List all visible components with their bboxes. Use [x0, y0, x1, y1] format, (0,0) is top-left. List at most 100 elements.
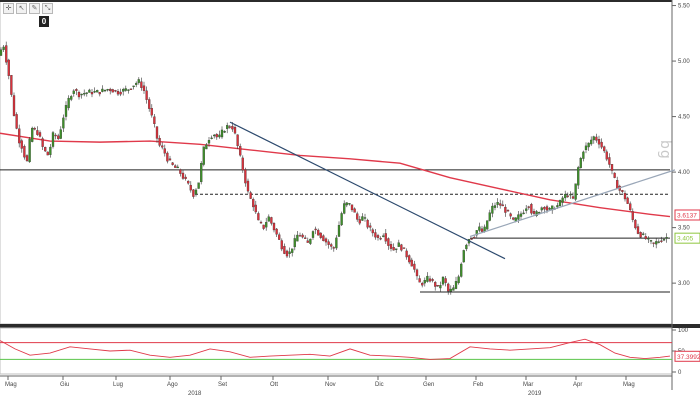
candle-body	[657, 241, 660, 243]
zoom-icon[interactable]: ⤡	[42, 3, 53, 14]
candle-body	[613, 172, 616, 178]
candle-body	[509, 213, 512, 217]
candle-body	[18, 128, 21, 144]
candle-body	[119, 91, 122, 95]
candle-body	[324, 238, 328, 243]
candle-body	[350, 204, 354, 211]
candle-body	[171, 162, 174, 165]
crosshair-icon[interactable]: ✛	[3, 3, 14, 14]
candle-body	[179, 169, 182, 174]
candle-body	[301, 234, 304, 238]
candle-body	[337, 225, 341, 237]
candle-body	[114, 90, 117, 92]
candle-body	[314, 228, 317, 231]
indicator-badge[interactable]: 0	[39, 16, 49, 27]
candle-body	[319, 232, 322, 238]
candle-body	[106, 89, 109, 91]
candle-body	[488, 212, 491, 221]
candle-body	[327, 241, 330, 245]
candle-body	[457, 276, 460, 284]
candle-body	[254, 204, 257, 213]
candle-body	[46, 151, 49, 156]
candle-body	[587, 142, 590, 148]
candle-body	[189, 184, 192, 191]
candle-body	[545, 206, 549, 211]
candle-body	[512, 217, 515, 220]
candle-body	[194, 189, 198, 195]
candle-body	[491, 205, 494, 214]
candle-body	[49, 146, 52, 155]
candle-body	[249, 192, 252, 199]
candle-body	[80, 93, 83, 96]
candle-body	[444, 278, 447, 283]
candle-body	[561, 197, 564, 203]
candle-body	[353, 208, 356, 213]
candle-body	[556, 205, 559, 208]
candle-body	[639, 232, 642, 238]
candle-body	[262, 224, 265, 229]
candle-body	[122, 89, 125, 92]
candle-body	[265, 222, 268, 228]
candle-body	[519, 213, 523, 217]
candle-body	[595, 136, 598, 141]
ma-value-label-box	[674, 209, 700, 221]
candle-body	[176, 166, 179, 169]
x-tick-label: Mag	[5, 382, 17, 388]
candle-body	[291, 248, 294, 253]
candle-body	[501, 204, 504, 207]
candle-body	[569, 193, 572, 196]
x-tick-label: Lug	[113, 382, 123, 388]
candle-body	[389, 244, 393, 249]
x-tick-label: Mar	[523, 382, 533, 388]
candle-body	[660, 240, 663, 242]
candle-body	[127, 89, 130, 91]
candle-body	[454, 281, 458, 289]
candle-body	[395, 248, 398, 250]
candle-body	[197, 182, 200, 189]
candle-body	[402, 247, 406, 249]
candle-body	[72, 90, 75, 94]
ma-value-label: 3.6137	[677, 212, 697, 219]
cursor-icon[interactable]: ↖	[16, 3, 27, 14]
candle-body	[12, 95, 16, 116]
candle-body	[116, 91, 120, 95]
candle-body	[111, 89, 114, 93]
candle-body	[317, 229, 320, 236]
candle-body	[584, 145, 588, 151]
candle-body	[298, 235, 302, 237]
candle-body	[31, 127, 34, 142]
candle-body	[51, 132, 55, 147]
oscillator-frame	[0, 327, 673, 375]
candle-body	[62, 117, 65, 129]
ascending-trendline	[469, 169, 676, 238]
candle-body	[522, 212, 525, 215]
candle-body	[413, 263, 416, 270]
candle-body	[423, 279, 426, 284]
candle-body	[428, 278, 432, 282]
candle-body	[210, 137, 213, 140]
candle-body	[379, 238, 382, 240]
candle-body	[441, 276, 445, 285]
candle-body	[2, 46, 5, 50]
chart-toolbar: ✛ ↖ ✎ ⤡	[3, 3, 53, 14]
candle-body	[478, 226, 481, 231]
candle-body	[400, 244, 403, 251]
candle-body	[129, 88, 133, 90]
candle-body	[571, 196, 575, 199]
candle-body	[579, 158, 582, 169]
candle-body	[223, 130, 226, 133]
candle-body	[603, 146, 606, 152]
candle-body	[496, 202, 499, 205]
candle-body	[649, 240, 653, 242]
candle-body	[7, 59, 10, 76]
pencil-icon[interactable]: ✎	[29, 3, 40, 14]
candle-body	[525, 208, 528, 211]
candle-body	[142, 85, 146, 91]
candle-body	[465, 244, 468, 250]
osc-y-tick-label: 0	[678, 370, 682, 376]
candle-body	[397, 242, 400, 247]
candle-body	[184, 176, 187, 179]
candle-body	[200, 163, 203, 183]
